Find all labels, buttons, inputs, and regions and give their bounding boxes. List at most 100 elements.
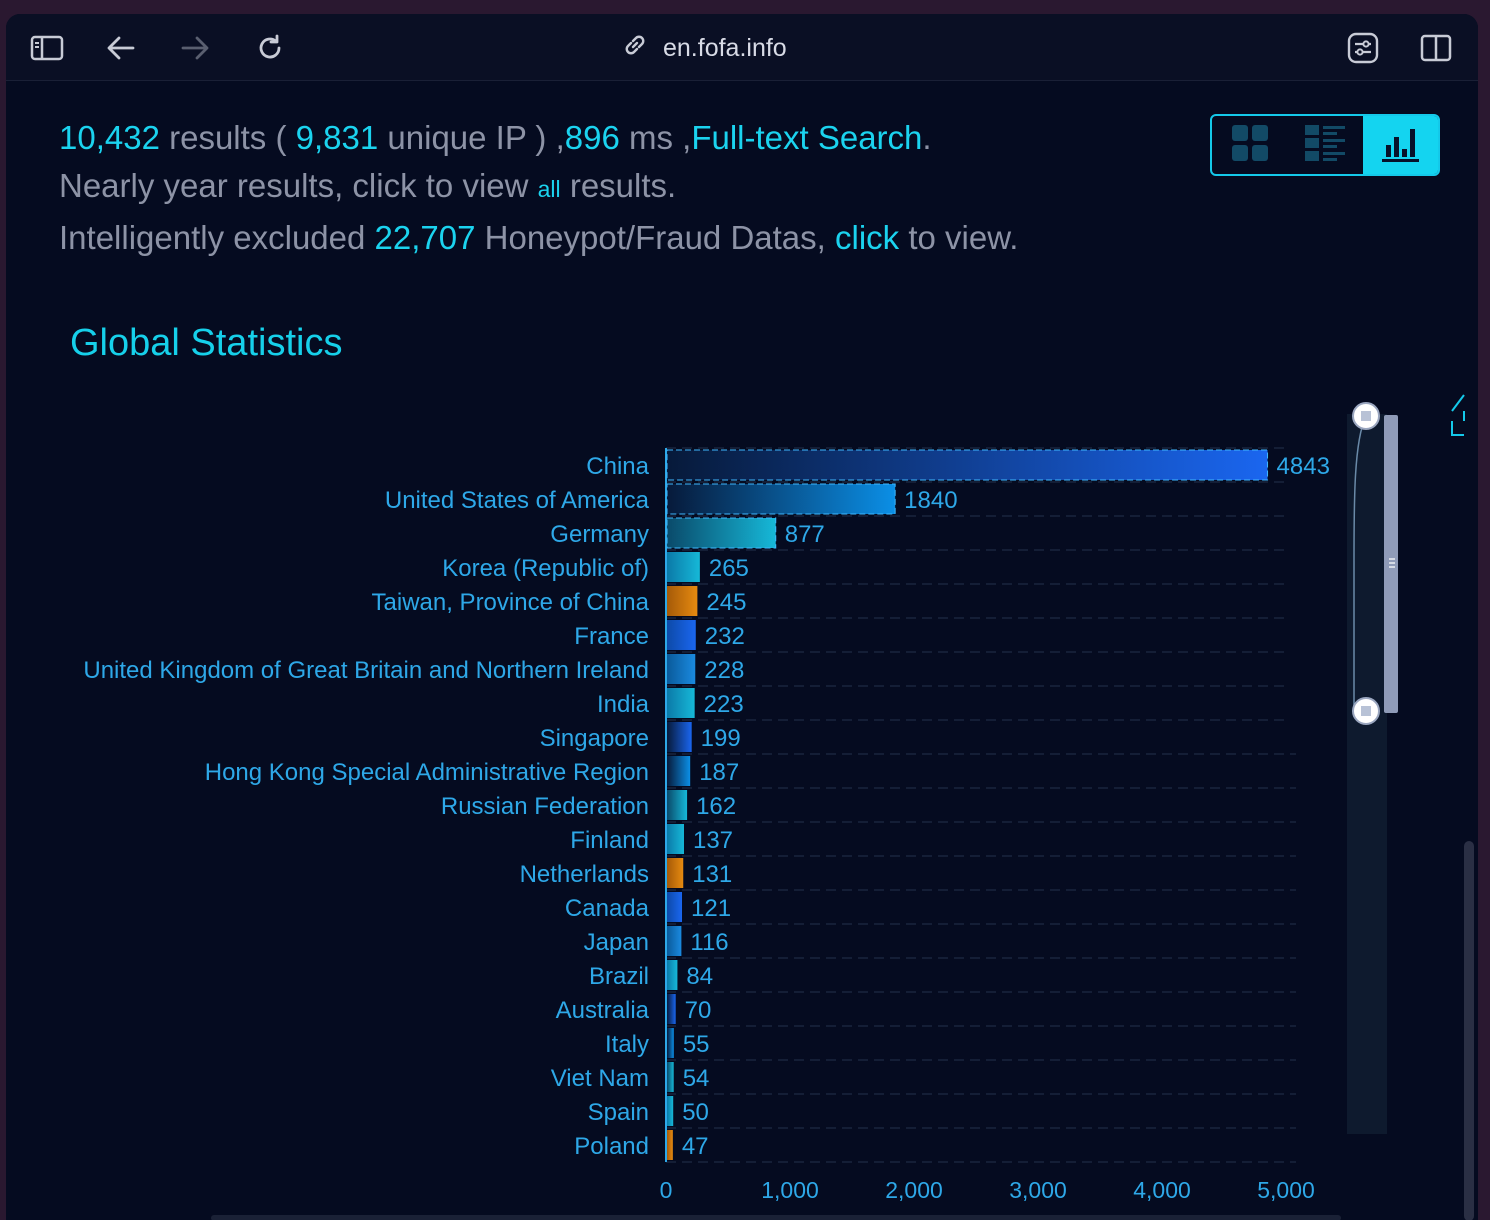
data-label: 137 <box>693 827 733 854</box>
bar[interactable] <box>666 449 1269 481</box>
data-label: 47 <box>682 1133 709 1160</box>
page-scrollbar[interactable] <box>1464 841 1474 1220</box>
view-switcher <box>1210 114 1440 176</box>
honeypot-click-link[interactable]: click <box>835 219 900 256</box>
period: . <box>922 119 932 156</box>
back-arrow-icon[interactable] <box>104 31 138 65</box>
zoom-handle-bar[interactable] <box>1384 415 1398 713</box>
x-tick-label: 0 <box>660 1177 673 1203</box>
data-label: 50 <box>682 1099 709 1126</box>
reload-icon[interactable] <box>253 31 287 65</box>
category-label: Russian Federation <box>441 793 649 820</box>
bar[interactable] <box>667 620 696 650</box>
browser-window: en.fofa.info 10,432 results ( 9,831 uniq… <box>6 14 1478 1220</box>
zoom-grip-icon <box>1389 558 1395 568</box>
x-tick-label: 4,000 <box>1133 1177 1191 1203</box>
bar[interactable] <box>666 517 777 549</box>
data-label: 228 <box>704 657 744 684</box>
zoom-track[interactable] <box>1347 414 1387 1134</box>
x-tick-label: 5,000 <box>1257 1177 1315 1203</box>
bar[interactable] <box>667 994 676 1024</box>
bar[interactable] <box>667 858 684 888</box>
unique-word: unique IP ) , <box>378 119 565 156</box>
list-view-icon <box>1303 123 1347 168</box>
category-label: Netherlands <box>520 861 649 888</box>
data-label: 70 <box>685 997 712 1024</box>
category-label: Hong Kong Special Administrative Region <box>205 759 649 786</box>
bar[interactable] <box>667 1028 674 1058</box>
category-label: Australia <box>556 997 650 1024</box>
category-label: Germany <box>550 521 649 548</box>
chart-horizontal-scroll[interactable] <box>211 1215 1341 1220</box>
split-view-icon[interactable] <box>1419 31 1453 65</box>
bar[interactable] <box>666 483 896 515</box>
category-label: Taiwan, Province of China <box>372 589 650 616</box>
bar[interactable] <box>667 960 678 990</box>
data-label: 232 <box>705 623 745 650</box>
data-label: 1840 <box>904 487 957 514</box>
year-results-tail: results. <box>560 167 677 204</box>
country-bar-chart: China 4843 United States of America 1840 Ger… <box>83 394 1465 1203</box>
data-label: 131 <box>692 861 732 888</box>
bar[interactable] <box>667 1062 674 1092</box>
data-label: 116 <box>690 929 728 956</box>
bar[interactable] <box>667 926 682 956</box>
bar[interactable] <box>667 586 698 616</box>
bar[interactable] <box>667 1096 674 1126</box>
ms-word: ms , <box>619 119 692 156</box>
data-label: 121 <box>691 895 731 922</box>
unique-ip-count: 9,831 <box>295 119 379 156</box>
grid-view-button[interactable] <box>1212 116 1287 174</box>
x-tick-label: 3,000 <box>1009 1177 1067 1203</box>
category-label: Canada <box>565 895 650 922</box>
bar[interactable] <box>667 756 691 786</box>
data-label: 245 <box>706 589 746 616</box>
search-type-link[interactable]: Full-text Search <box>691 119 923 156</box>
bar[interactable] <box>667 892 683 922</box>
browser-toolbar: en.fofa.info <box>6 14 1478 81</box>
chart-view-button[interactable] <box>1362 116 1438 174</box>
ms-value: 896 <box>564 119 620 156</box>
category-label: France <box>574 623 649 650</box>
forward-arrow-icon[interactable] <box>178 31 212 65</box>
excluded-tail: to view. <box>899 219 1019 256</box>
category-label: Japan <box>584 929 649 956</box>
excluded-text: Intelligently excluded <box>59 219 375 256</box>
year-results-line: Nearly year results, click to view all r… <box>59 167 676 205</box>
bar[interactable] <box>667 688 695 718</box>
bar[interactable] <box>667 1130 673 1160</box>
grid-view-icon <box>1230 123 1270 168</box>
x-tick-label: 2,000 <box>885 1177 943 1203</box>
data-label: 223 <box>704 691 744 718</box>
category-label: United Kingdom of Great Britain and Nort… <box>83 657 649 684</box>
data-label: 84 <box>686 963 713 990</box>
results-summary: 10,432 results ( 9,831 unique IP ) ,896 … <box>59 119 932 157</box>
data-label: 54 <box>683 1065 710 1092</box>
all-results-link[interactable]: all <box>537 176 561 202</box>
x-tick-label: 1,000 <box>761 1177 819 1203</box>
bar[interactable] <box>667 552 700 582</box>
bar[interactable] <box>667 790 688 820</box>
page-settings-icon[interactable] <box>1346 31 1380 65</box>
bar[interactable] <box>667 654 696 684</box>
restore-zoom-icon[interactable] <box>1451 394 1465 436</box>
category-label: Viet Nam <box>551 1065 649 1092</box>
sidebar-toggle-icon[interactable] <box>30 31 64 65</box>
global-statistics-title: Global Statistics <box>70 322 343 364</box>
excluded-mid: Honeypot/Fraud Datas, <box>475 219 835 256</box>
category-label: Singapore <box>540 725 649 752</box>
category-label: Spain <box>588 1099 649 1126</box>
data-label: 4843 <box>1277 453 1330 480</box>
address-bar[interactable]: en.fofa.info <box>621 30 787 66</box>
data-label: 265 <box>709 555 749 582</box>
category-label: Finland <box>570 827 649 854</box>
url-text: en.fofa.info <box>663 33 787 62</box>
bar[interactable] <box>667 824 684 854</box>
excluded-line: Intelligently excluded 22,707 Honeypot/F… <box>59 219 1018 257</box>
data-label: 199 <box>701 725 741 752</box>
year-results-text: Nearly year results, click to view <box>59 167 538 204</box>
list-view-button[interactable] <box>1287 116 1362 174</box>
category-label: Poland <box>574 1133 649 1160</box>
bar[interactable] <box>667 722 692 752</box>
data-label: 187 <box>699 759 739 786</box>
